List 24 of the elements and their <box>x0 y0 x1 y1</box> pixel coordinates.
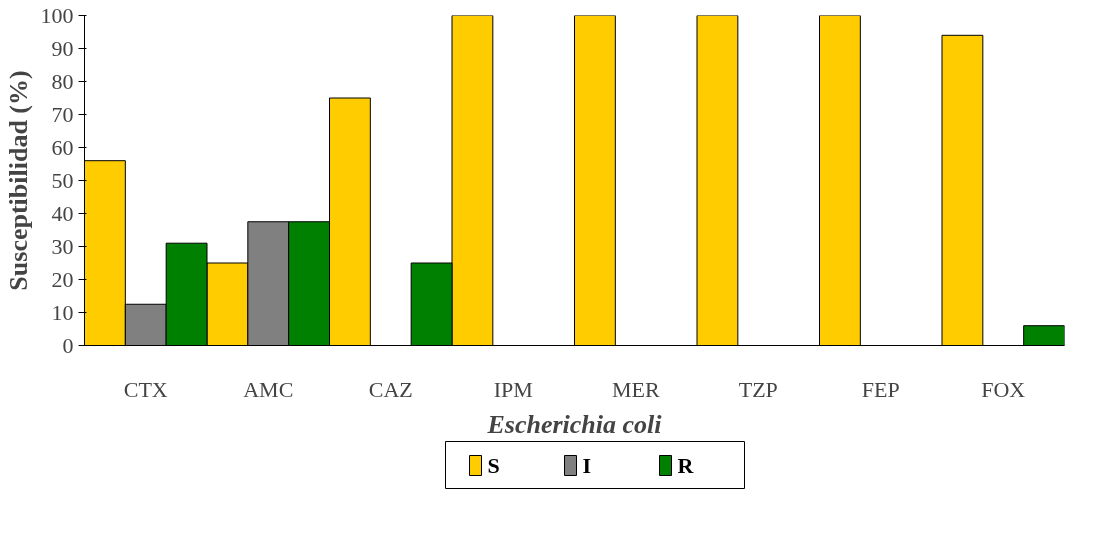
x-tick-label: MER <box>611 376 660 402</box>
x-tick-label: CTX <box>123 376 168 402</box>
x-axis-title: Escherichia coli <box>486 409 663 439</box>
y-tick-label: 100 <box>40 2 74 28</box>
y-tick-label: 70 <box>51 101 74 127</box>
x-tick-label: TZP <box>738 376 778 402</box>
y-tick-label: 50 <box>51 167 74 193</box>
y-tick-label: 0 <box>62 332 74 358</box>
y-tick-label: 10 <box>51 299 74 325</box>
y-tick-label: 40 <box>51 200 74 226</box>
legend-label: S <box>487 453 500 478</box>
x-tick-label: FEP <box>861 376 900 402</box>
x-tick-label: FOX <box>981 376 1026 402</box>
x-tick-label: CAZ <box>368 376 413 402</box>
y-tick-label: 60 <box>51 134 74 160</box>
y-tick-label: 80 <box>51 68 74 94</box>
y-tick-label: 20 <box>51 266 74 292</box>
legend-label: R <box>677 453 695 478</box>
y-tick-label: 90 <box>51 35 74 61</box>
x-tick-label: AMC <box>243 376 294 402</box>
x-tick-label: IPM <box>493 376 533 402</box>
legend-label: I <box>582 453 592 478</box>
y-tick-label: 30 <box>51 233 74 259</box>
y-axis-title: Susceptibilidad (%) <box>3 70 33 291</box>
